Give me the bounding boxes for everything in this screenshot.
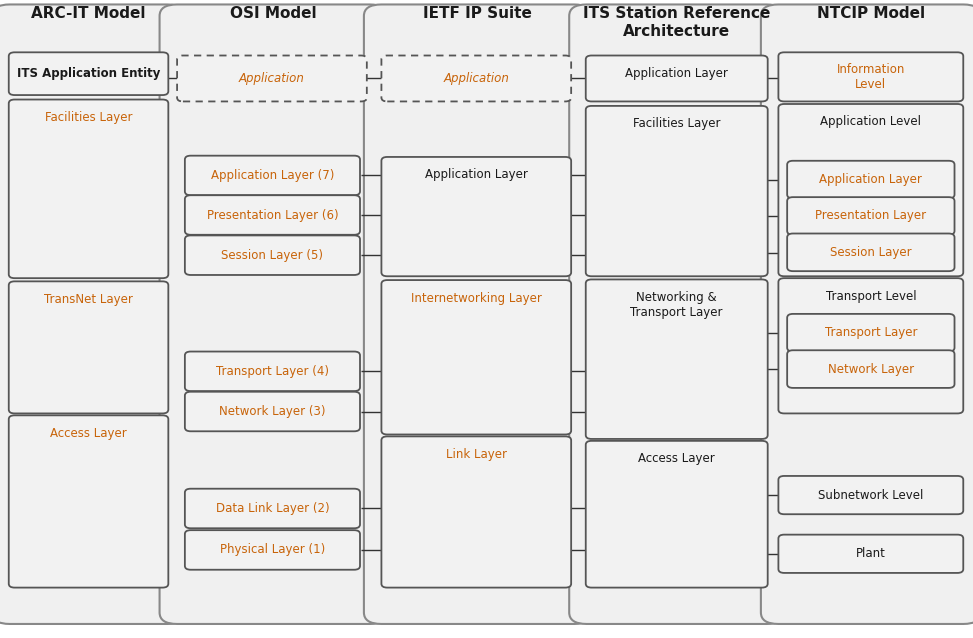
FancyBboxPatch shape: [364, 4, 592, 624]
Text: OSI Model: OSI Model: [230, 6, 317, 22]
Text: Access Layer: Access Layer: [638, 452, 715, 465]
FancyBboxPatch shape: [177, 56, 367, 101]
Text: Session Layer: Session Layer: [830, 246, 912, 259]
FancyBboxPatch shape: [778, 476, 963, 514]
FancyBboxPatch shape: [381, 436, 571, 588]
Text: Plant: Plant: [856, 547, 885, 560]
FancyBboxPatch shape: [586, 441, 768, 588]
FancyBboxPatch shape: [778, 104, 963, 276]
Text: Data Link Layer (2): Data Link Layer (2): [216, 502, 329, 515]
FancyBboxPatch shape: [586, 56, 768, 101]
FancyBboxPatch shape: [381, 280, 571, 434]
FancyBboxPatch shape: [185, 530, 360, 570]
FancyBboxPatch shape: [787, 234, 955, 271]
FancyBboxPatch shape: [185, 156, 360, 195]
Text: Application Layer: Application Layer: [626, 67, 728, 80]
FancyBboxPatch shape: [787, 197, 955, 235]
Text: Application: Application: [444, 72, 509, 85]
Text: Presentation Layer: Presentation Layer: [815, 209, 926, 223]
FancyBboxPatch shape: [185, 489, 360, 528]
Text: Network Layer (3): Network Layer (3): [219, 405, 326, 418]
FancyBboxPatch shape: [778, 52, 963, 101]
Text: TransNet Layer: TransNet Layer: [44, 293, 133, 306]
FancyBboxPatch shape: [381, 157, 571, 276]
Text: IETF IP Suite: IETF IP Suite: [423, 6, 532, 22]
Text: ITS Application Entity: ITS Application Entity: [17, 67, 161, 80]
FancyBboxPatch shape: [185, 392, 360, 431]
Text: Application Level: Application Level: [820, 115, 921, 128]
Text: Subnetwork Level: Subnetwork Level: [818, 489, 923, 501]
FancyBboxPatch shape: [185, 352, 360, 391]
Text: Transport Layer (4): Transport Layer (4): [216, 365, 329, 378]
Text: ARC-IT Model: ARC-IT Model: [31, 6, 146, 22]
FancyBboxPatch shape: [787, 161, 955, 198]
Text: Network Layer: Network Layer: [828, 362, 914, 376]
FancyBboxPatch shape: [761, 4, 973, 624]
Text: Transport Level: Transport Level: [825, 290, 917, 302]
FancyBboxPatch shape: [778, 278, 963, 413]
Text: ITS Station Reference
Architecture: ITS Station Reference Architecture: [583, 6, 770, 39]
Text: Application Layer: Application Layer: [425, 168, 527, 181]
FancyBboxPatch shape: [0, 4, 185, 624]
Text: Application: Application: [239, 72, 305, 85]
Text: Networking &
Transport Layer: Networking & Transport Layer: [631, 291, 723, 319]
FancyBboxPatch shape: [9, 52, 168, 95]
FancyBboxPatch shape: [160, 4, 387, 624]
Text: Link Layer: Link Layer: [446, 448, 507, 461]
Text: Access Layer: Access Layer: [51, 427, 126, 440]
FancyBboxPatch shape: [787, 350, 955, 388]
FancyBboxPatch shape: [185, 195, 360, 235]
Text: Application Layer (7): Application Layer (7): [211, 169, 334, 182]
FancyBboxPatch shape: [569, 4, 784, 624]
Text: Presentation Layer (6): Presentation Layer (6): [206, 209, 339, 221]
FancyBboxPatch shape: [778, 535, 963, 573]
FancyBboxPatch shape: [185, 235, 360, 275]
FancyBboxPatch shape: [586, 279, 768, 439]
Text: Session Layer (5): Session Layer (5): [222, 249, 323, 262]
FancyBboxPatch shape: [787, 314, 955, 352]
FancyBboxPatch shape: [9, 100, 168, 278]
Text: Application Layer: Application Layer: [819, 173, 922, 186]
Text: Facilities Layer: Facilities Layer: [633, 117, 720, 130]
FancyBboxPatch shape: [9, 415, 168, 588]
Text: NTCIP Model: NTCIP Model: [816, 6, 925, 22]
Text: Internetworking Layer: Internetworking Layer: [411, 292, 542, 304]
Text: Information
Level: Information Level: [837, 63, 905, 91]
FancyBboxPatch shape: [586, 106, 768, 276]
Text: Facilities Layer: Facilities Layer: [45, 111, 132, 124]
FancyBboxPatch shape: [381, 56, 571, 101]
Text: Transport Layer: Transport Layer: [824, 326, 918, 339]
FancyBboxPatch shape: [9, 281, 168, 413]
Text: Physical Layer (1): Physical Layer (1): [220, 544, 325, 556]
